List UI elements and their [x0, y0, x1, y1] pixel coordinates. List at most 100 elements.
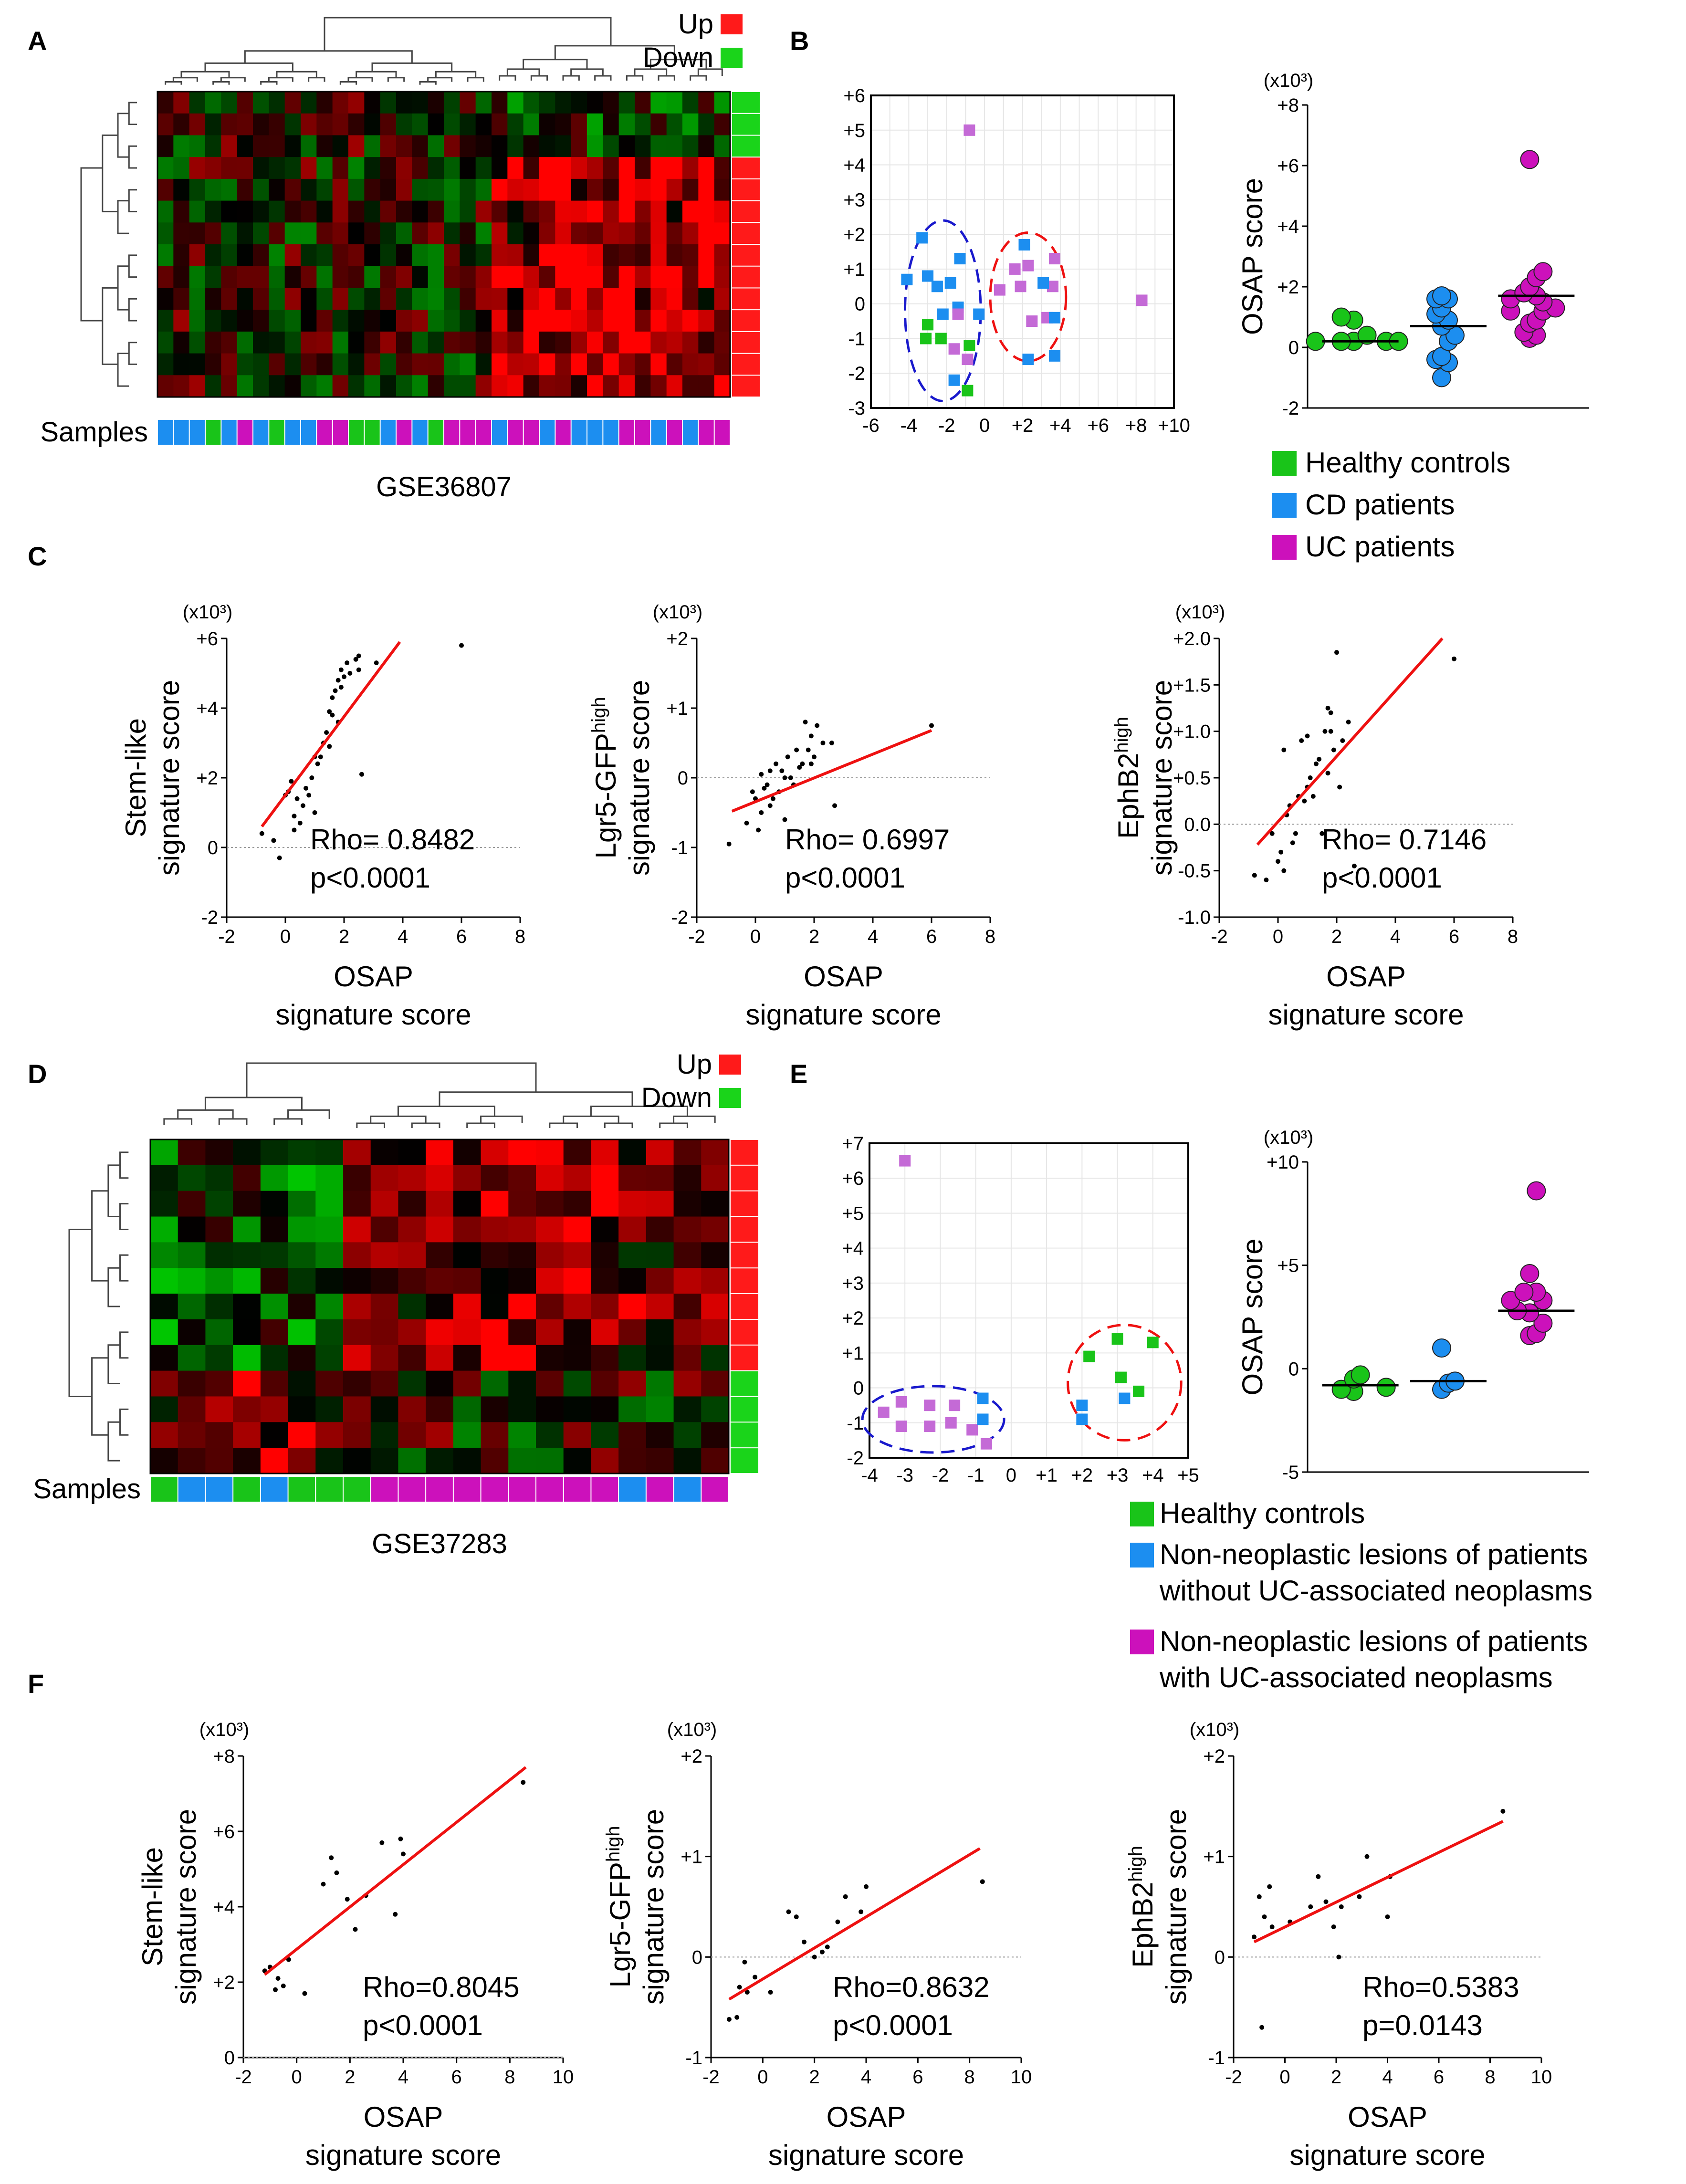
heatmap-cell — [650, 331, 667, 354]
score-dot — [1351, 1365, 1370, 1385]
heatmap-cell — [150, 1191, 178, 1217]
data-point — [1302, 798, 1307, 804]
sample-group-cell — [571, 420, 586, 445]
heatmap-cell — [539, 200, 555, 223]
heatmap-cell — [603, 222, 619, 245]
heatmap-cell — [301, 310, 317, 332]
heatmap-cell — [316, 92, 333, 114]
heatmap-cell — [571, 353, 587, 376]
heatmap-cell — [315, 1191, 344, 1217]
dendrogram-branch — [128, 298, 137, 322]
heatmap-cell — [650, 353, 667, 376]
data-point — [1281, 868, 1287, 873]
heatmap-cell — [157, 353, 174, 376]
pca-point — [973, 308, 985, 320]
heatmap-cell — [332, 266, 349, 289]
heatmap-cell — [178, 1345, 206, 1371]
y-tick-label: +5 — [843, 120, 865, 141]
x-tick-label: 0 — [750, 926, 761, 947]
heatmap-cell — [508, 1422, 536, 1448]
heatmap-cell — [288, 1165, 316, 1191]
data-point — [329, 1855, 334, 1860]
heatmap-cell — [426, 1345, 454, 1371]
pca-point — [899, 1155, 911, 1167]
heatmap-cell — [288, 1345, 316, 1371]
heatmap-cell — [364, 288, 381, 310]
dendrogram-branch — [117, 353, 129, 387]
heatmap-cell — [571, 244, 587, 267]
heatmap-cell — [412, 222, 429, 245]
data-point — [292, 827, 297, 833]
heatmap-cell — [260, 1422, 289, 1448]
data-point — [742, 1959, 747, 1965]
sample-group-cell — [564, 1477, 591, 1502]
y-axis-title: signature score — [170, 1809, 202, 2005]
pca-point — [944, 277, 956, 289]
score-dot — [1331, 307, 1351, 327]
x-tick-label: 8 — [515, 926, 525, 947]
data-point — [1346, 720, 1351, 725]
heatmap-cell — [288, 1294, 316, 1320]
heatmap-cell — [618, 1422, 647, 1448]
heatmap-cell — [698, 353, 715, 376]
row-sign-cell — [731, 1319, 758, 1345]
x-tick-label: 0 — [757, 2067, 768, 2088]
heatmap-cell — [412, 288, 429, 310]
heatmap-cell — [316, 331, 333, 354]
heatmap-cell — [508, 1294, 536, 1320]
x-tick-label: +1 — [1036, 1465, 1058, 1486]
data-point — [788, 775, 793, 780]
x-tick-label: 0 — [1006, 1465, 1016, 1486]
data-point — [356, 667, 361, 672]
heatmap-cell — [523, 331, 540, 354]
heatmap-cell — [536, 1448, 564, 1474]
data-point — [762, 785, 767, 791]
heatmap-cell — [701, 1242, 729, 1268]
heatmap-cell — [673, 1294, 702, 1320]
heatmap-cell — [591, 1345, 619, 1371]
dendrogram-branch — [177, 1109, 234, 1119]
heatmap-cell — [536, 1242, 564, 1268]
x-axis-title: OSAP — [827, 2101, 906, 2133]
heatmap-cell — [481, 1268, 509, 1294]
x-axis-title: OSAP — [1326, 961, 1406, 993]
legend-label: Healthy controls — [1305, 447, 1510, 479]
heatmap-cell — [253, 200, 269, 223]
heatmap-cell — [508, 1319, 536, 1346]
heatmap-cell — [178, 1242, 206, 1268]
heatmap-cell — [673, 1165, 702, 1191]
data-point — [306, 793, 312, 798]
rho-label: Rho= 0.7146 — [1322, 824, 1487, 856]
heatmap-cell — [460, 288, 476, 310]
heatmap-cell — [348, 331, 365, 354]
heatmap-cell — [316, 135, 333, 157]
sample-group-cell — [269, 420, 284, 445]
dendrogram-branch — [387, 77, 405, 82]
heatmap-cell — [603, 113, 619, 136]
heatmap-cell — [370, 1216, 399, 1243]
dendrogram-branch — [80, 167, 103, 322]
heatmap-cell — [555, 375, 572, 397]
sample-group-cell — [509, 1477, 535, 1502]
heatmap-cell — [603, 310, 619, 332]
heatmap-cell — [507, 113, 524, 136]
heatmap-cell — [635, 135, 651, 157]
row-sign-cell — [732, 157, 760, 178]
data-point — [1331, 747, 1336, 752]
legend-down-label: Down — [641, 1082, 712, 1113]
heatmap-cell — [698, 157, 715, 179]
heatmap-cell — [508, 1139, 536, 1166]
heatmap-cell — [714, 266, 731, 289]
heatmap-cell — [332, 157, 349, 179]
heatmap-cell — [173, 288, 190, 310]
pca-point — [1037, 277, 1049, 289]
pca-point — [1048, 350, 1060, 362]
sample-group-cell — [344, 1477, 370, 1502]
heatmap-cell — [343, 1370, 371, 1397]
heatmap-cell — [492, 375, 508, 397]
heatmap-cell — [635, 222, 651, 245]
data-point — [347, 671, 353, 676]
heatmap-cell — [233, 1422, 261, 1448]
heatmap-cell — [444, 157, 460, 179]
heatmap-cell — [650, 222, 667, 245]
